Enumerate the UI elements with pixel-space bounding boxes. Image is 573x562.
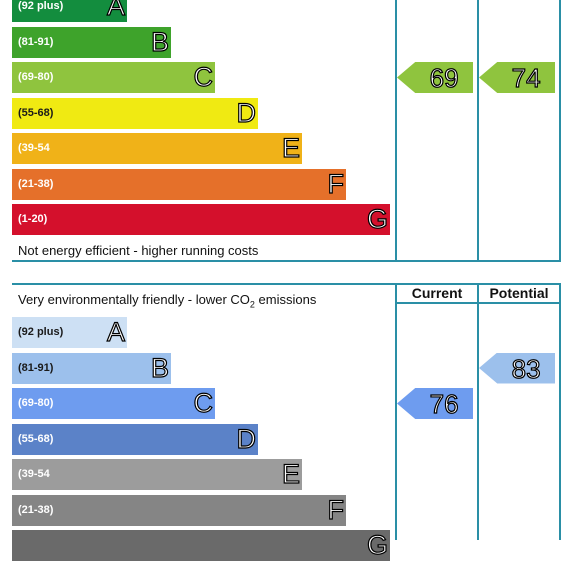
- band-range-label: (55-68): [18, 432, 54, 445]
- band-letter-label: A: [106, 0, 125, 22]
- band-letter-label: C: [193, 387, 214, 418]
- band-b: (81-91) B: [12, 352, 171, 384]
- band-d: (55-68) D: [12, 97, 258, 129]
- band-e: (39-54 E: [12, 458, 302, 490]
- band-range-label: (21-38): [18, 503, 54, 516]
- potential-column-divider: [477, 283, 479, 540]
- band-letter-label: G: [366, 529, 388, 560]
- current-rating-value: 76: [429, 388, 459, 419]
- potential-rating-arrow: 83: [479, 352, 555, 384]
- band-range-label: (69-80): [18, 71, 54, 83]
- top-border: [12, 283, 561, 285]
- band-letter-label: A: [106, 316, 125, 347]
- band-range-label: (92 plus): [18, 326, 64, 338]
- potential-rating-value: 74: [511, 62, 541, 93]
- current-rating-arrow: 69: [397, 62, 473, 93]
- band-range-label: (81-91): [18, 35, 54, 48]
- right-border: [559, 0, 561, 262]
- heading-prefix: Very environmentally friendly - lower CO: [18, 292, 250, 307]
- energy-footer-text: Not energy efficient - higher running co…: [18, 243, 259, 258]
- potential-column-header: Potential: [489, 285, 549, 301]
- band-a: (92 plus) A: [12, 0, 127, 22]
- bottom-border: [12, 260, 561, 262]
- heading-suffix: emissions: [254, 292, 317, 307]
- current-column-divider: [395, 0, 397, 262]
- current-column-header: Current: [411, 285, 463, 301]
- current-rating-value: 69: [429, 62, 459, 93]
- band-c: (69-80) C: [12, 61, 215, 93]
- band-range-label: (69-80): [18, 397, 54, 409]
- band-d: (55-68) D: [12, 423, 258, 455]
- band-letter-label: B: [150, 26, 169, 57]
- band-f: (21-38) F: [12, 168, 346, 200]
- potential-rating-arrow: 74: [479, 62, 555, 93]
- band-a: (92 plus) A: [12, 316, 127, 348]
- band-letter-label: F: [327, 168, 345, 199]
- band-g: (1-20) G: [12, 203, 390, 235]
- band-range-label: (1-20): [18, 213, 48, 225]
- band-letter-label: D: [236, 423, 257, 454]
- band-letter-label: D: [236, 97, 257, 128]
- environmental-impact-chart: Current Potential Very environmentally f…: [0, 283, 573, 561]
- band-g: G: [12, 529, 390, 561]
- current-column-divider: [395, 283, 397, 540]
- potential-rating-value: 83: [511, 353, 541, 384]
- heading-subscript: 2: [249, 299, 255, 310]
- band-b: (81-91) B: [12, 26, 171, 58]
- potential-column-divider: [477, 0, 479, 262]
- band-letter-label: E: [281, 132, 300, 163]
- band-letter-label: G: [366, 203, 388, 234]
- environmental-heading: Very environmentally friendly - lower CO…: [18, 292, 316, 310]
- band-letter-label: E: [281, 458, 300, 489]
- band-range-label: (55-68): [18, 106, 54, 119]
- band-range-label: (81-91): [18, 361, 54, 374]
- right-border: [559, 283, 561, 540]
- band-e: (39-54 E: [12, 132, 302, 164]
- band-f: (21-38) F: [12, 494, 346, 526]
- band-c: (69-80) C: [12, 387, 215, 419]
- band-letter-label: C: [193, 61, 214, 92]
- band-range-label: (39-54: [18, 142, 50, 154]
- energy-efficiency-chart: (92 plus) A (81-91) B (69-80) C (55-68) D (39-54…: [0, 0, 573, 262]
- band-letter-label: B: [150, 352, 169, 383]
- band-range-label: (21-38): [18, 177, 54, 190]
- band-range-label: (39-54: [18, 468, 50, 480]
- band-letter-label: F: [327, 494, 345, 525]
- band-range-label: (92 plus): [18, 0, 64, 12]
- current-rating-arrow: 76: [397, 388, 473, 419]
